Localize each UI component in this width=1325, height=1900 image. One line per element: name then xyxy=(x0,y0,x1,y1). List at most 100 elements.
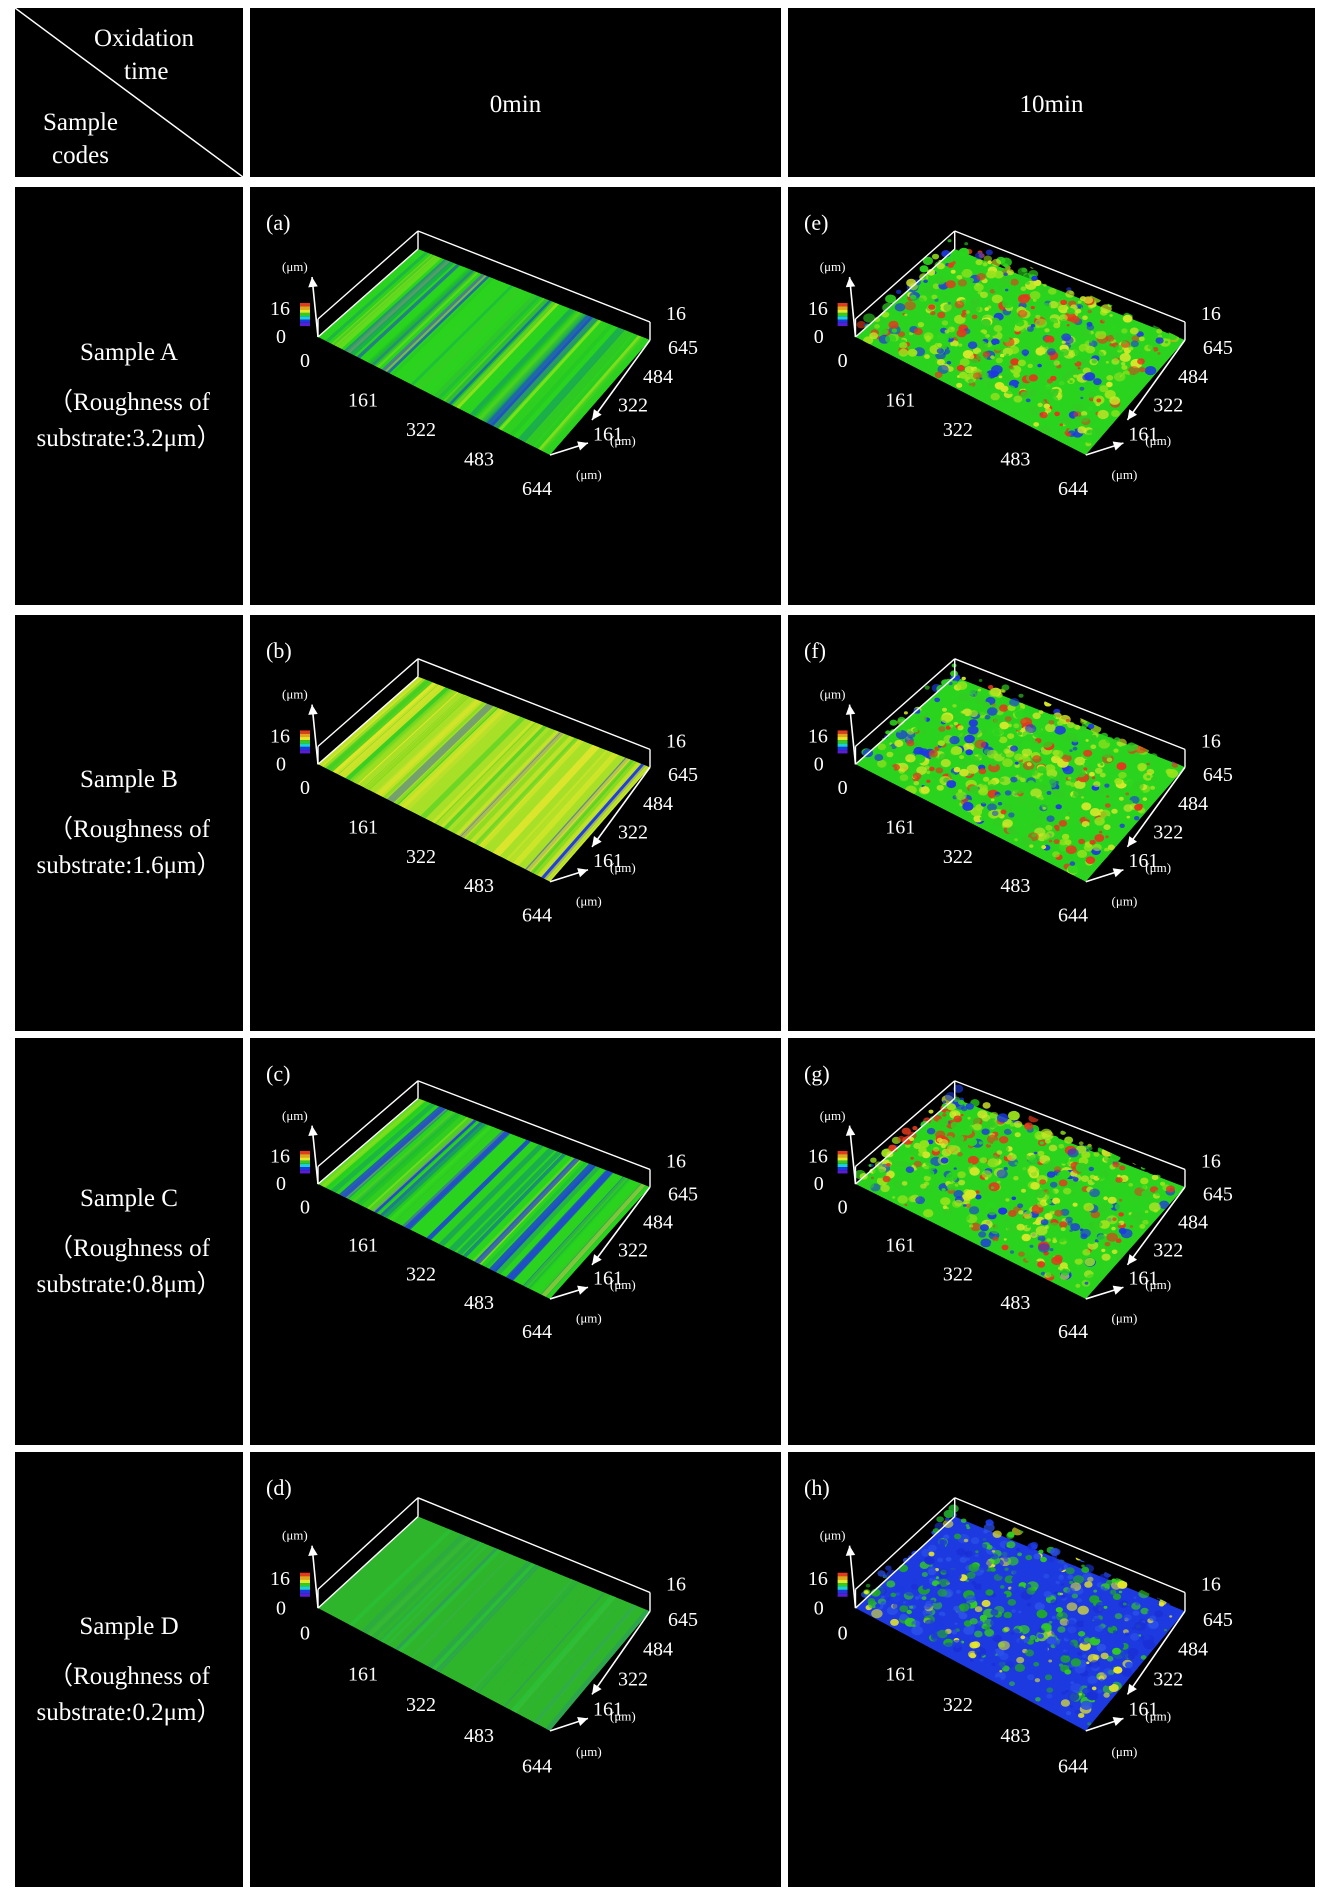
column-header-10min-label: 10min xyxy=(1019,91,1084,118)
x-tick-label: 322 xyxy=(943,846,973,868)
y-axis-unit: (μm) xyxy=(610,1708,636,1723)
y-top-label: 16 xyxy=(666,730,686,752)
x-tick-label: 322 xyxy=(406,1263,436,1285)
z-tick-label: 0 xyxy=(276,1597,286,1619)
surface xyxy=(318,1516,650,1731)
roughness-line2: substrate:3.2μm） xyxy=(36,425,222,452)
axis-frame xyxy=(854,658,1186,768)
x-tick-label: 644 xyxy=(522,905,552,927)
panel-g: (g) (μm) 16 0 0 161 322 483 644 (μm) 161 322 484 645(… xyxy=(788,1038,1315,1445)
z-tick-label: 0 xyxy=(814,326,824,348)
panel-label: (h) xyxy=(804,1475,830,1500)
x-tick-label: 483 xyxy=(464,1292,494,1314)
roughness-line1: （Roughness of xyxy=(48,1662,210,1690)
y-tick-label: 645 xyxy=(668,337,698,359)
panel-c: (c) (μm) 16 0 0 161 322 483 644 (μm) 161 322 484 645(… xyxy=(250,1038,781,1445)
y-tick-label: 161 xyxy=(1128,1268,1158,1290)
x-tick-label: 322 xyxy=(943,419,973,441)
y-tick-label: 161 xyxy=(593,850,623,872)
y-top-label: 16 xyxy=(1201,303,1221,325)
color-scale-bar xyxy=(837,730,848,754)
row-label-sample-c: Sample C （Roughness of substrate:0.8μm） xyxy=(15,1038,243,1445)
surface-plot: (f)(μm)1600161322483644(μm)161322484645(… xyxy=(804,638,1233,927)
x-tick-label: 483 xyxy=(1000,1725,1030,1747)
color-scale-bar xyxy=(300,1150,310,1174)
y-tick-label: 161 xyxy=(593,1268,623,1290)
y-tick-label: 322 xyxy=(1153,821,1183,843)
x-tick-label: 644 xyxy=(522,478,552,500)
surface xyxy=(318,249,650,455)
surface xyxy=(855,663,1185,882)
corner-sample-label-line1: Sample xyxy=(43,109,118,136)
x-tick-label: 161 xyxy=(885,390,915,412)
panel-label: (b) xyxy=(266,638,292,663)
x-tick-label: 483 xyxy=(1000,449,1030,471)
z-axis-unit: (μm) xyxy=(820,1108,846,1123)
sample-name: Sample A xyxy=(80,339,178,366)
axis-frame xyxy=(854,230,1186,340)
y-tick-label: 484 xyxy=(643,366,673,388)
x-tick-label: 483 xyxy=(1000,875,1030,897)
panel-e: (e) (μm) 16 0 0 161 322 483 644 (μm) 161 322 484 645(… xyxy=(788,187,1315,605)
surface xyxy=(855,1084,1185,1299)
y-top-label: 16 xyxy=(666,303,686,325)
panel-d: (d) (μm) 16 0 0 161 322 483 644 (μm) 161 322 484 645(… xyxy=(250,1452,781,1887)
y-top-label: 16 xyxy=(1201,1151,1221,1173)
x-tick-label: 161 xyxy=(885,1235,915,1257)
x-tick-label: 0 xyxy=(300,1196,310,1218)
x-tick-label: 0 xyxy=(838,1196,848,1218)
x-tick-label: 161 xyxy=(348,1663,378,1685)
x-tick-label: 644 xyxy=(522,1321,552,1343)
roughness-line2: substrate:0.8μm） xyxy=(36,1270,222,1298)
y-tick-label: 161 xyxy=(1128,850,1158,872)
z-axis-unit: (μm) xyxy=(282,687,308,702)
x-tick-label: 322 xyxy=(406,419,436,441)
y-tick-label: 645 xyxy=(668,764,698,786)
corner-oxidation-label-line1: Oxidation xyxy=(94,25,194,52)
x-tick-label: 0 xyxy=(300,1622,310,1644)
z-tick-label: 0 xyxy=(276,326,286,348)
x-tick-label: 322 xyxy=(406,1694,436,1716)
column-header-0min-label: 0min xyxy=(489,91,542,118)
surface-plot: (e)(μm)1600161322483644(μm)161322484645(… xyxy=(804,210,1233,500)
surface xyxy=(855,239,1185,455)
column-header-0min: 0min xyxy=(250,8,781,177)
y-top-label: 16 xyxy=(1201,730,1221,752)
row-label-sample-a: Sample A （Roughness of substrate:3.2μm） xyxy=(15,187,243,605)
color-scale-bar xyxy=(837,1150,848,1174)
sample-name: Sample B xyxy=(80,766,178,793)
x-tick-label: 0 xyxy=(300,350,310,372)
panel-label: (d) xyxy=(266,1475,292,1500)
axis-frame xyxy=(317,230,651,340)
y-tick-label: 322 xyxy=(1153,1669,1183,1691)
color-scale-bar xyxy=(300,303,310,327)
z-tick-label: 0 xyxy=(814,1597,824,1619)
y-axis-unit: (μm) xyxy=(1145,860,1171,875)
surface xyxy=(855,1504,1185,1731)
y-tick-label: 161 xyxy=(593,423,623,445)
sample-name: Sample C xyxy=(80,1184,178,1212)
z-tick-label: 16 xyxy=(808,298,828,320)
z-axis-unit: (μm) xyxy=(820,259,846,274)
panel-label: (c) xyxy=(266,1061,290,1086)
axis-frame xyxy=(317,1497,651,1612)
x-tick-label: 161 xyxy=(348,816,378,838)
z-axis-unit: (μm) xyxy=(282,259,308,274)
x-tick-label: 483 xyxy=(464,1725,494,1747)
x-axis-unit: (μm) xyxy=(576,467,602,482)
x-tick-label: 161 xyxy=(348,1235,378,1257)
z-tick-label: 0 xyxy=(814,1173,824,1195)
x-axis-unit: (μm) xyxy=(1112,467,1138,482)
y-tick-label: 322 xyxy=(1153,1240,1183,1262)
y-tick-label: 322 xyxy=(618,1669,648,1691)
surface xyxy=(318,676,650,882)
y-axis-unit: (μm) xyxy=(1145,433,1171,448)
y-tick-label: 484 xyxy=(1178,1639,1208,1661)
y-tick-label: 645 xyxy=(1203,337,1233,359)
z-tick-label: 0 xyxy=(276,753,286,775)
x-tick-label: 644 xyxy=(1058,478,1088,500)
roughness-line1: （Roughness of xyxy=(48,1234,210,1262)
y-tick-label: 322 xyxy=(618,1240,648,1262)
x-tick-label: 644 xyxy=(1058,905,1088,927)
surface-plot: (c)(μm)1600161322483644(μm)161322484645(… xyxy=(266,1061,698,1343)
